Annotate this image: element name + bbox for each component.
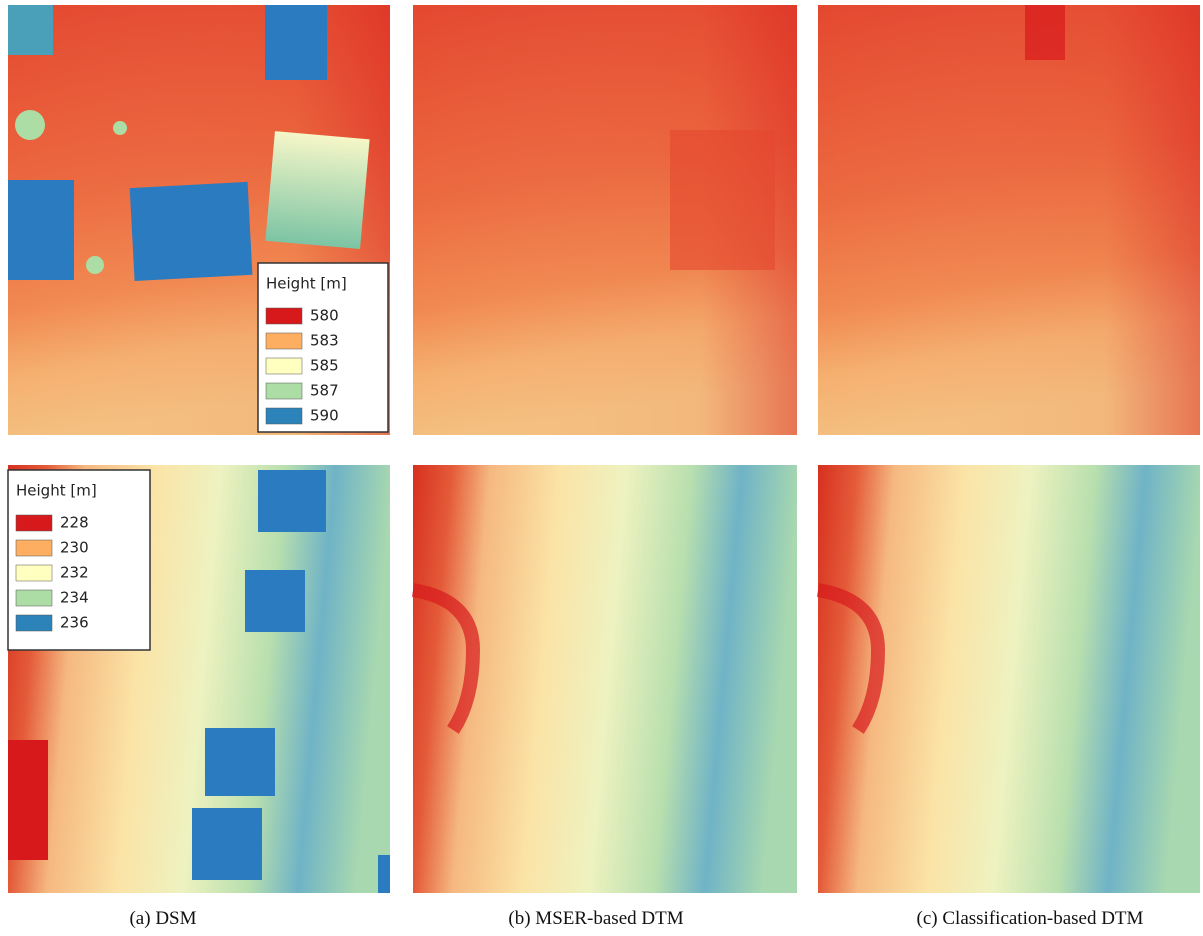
legend-title: Height [m]: [266, 275, 347, 293]
page: {"figure": { "panels": [ {"caption": "(a…: [0, 0, 1203, 936]
legend-swatch: [266, 358, 302, 374]
legend-swatch: [266, 383, 302, 399]
legend-swatch: [266, 308, 302, 324]
legend-swatch: [16, 590, 52, 606]
legend-swatch: [16, 515, 52, 531]
class-top: [818, 5, 1200, 435]
legend-label: 236: [60, 614, 89, 632]
legend-label: 585: [310, 357, 339, 375]
legend-swatch: [16, 540, 52, 556]
legend-label: 230: [60, 539, 89, 557]
mser-bottom: [413, 465, 797, 893]
legend-swatch: [16, 615, 52, 631]
mser-top: [413, 5, 797, 435]
legend-swatch: [266, 408, 302, 424]
legend-label: 583: [310, 332, 339, 350]
caption: (b) MSER-based DTM: [508, 908, 683, 929]
legend-label: 228: [60, 514, 89, 532]
legend-title: Height [m]: [16, 482, 97, 500]
legend-label: 587: [310, 382, 339, 400]
legend-label: 580: [310, 307, 339, 325]
figure: Height [m] 580 583 585 587 590 Height [m] 228 23…: [0, 0, 1203, 936]
caption: (c) Classification-based DTM: [917, 908, 1144, 929]
legend-swatch: [16, 565, 52, 581]
class-bottom: [818, 465, 1200, 893]
legend-swatch: [266, 333, 302, 349]
caption: (a) DSM: [129, 908, 196, 929]
legend-label: 590: [310, 407, 339, 425]
legend-label: 232: [60, 564, 89, 582]
legend-label: 234: [60, 589, 89, 607]
